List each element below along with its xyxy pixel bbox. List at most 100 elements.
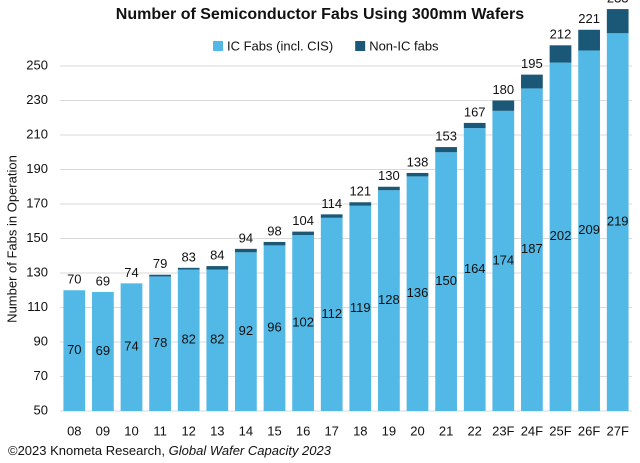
bar-segment [349, 202, 372, 206]
value-label: 69 [96, 343, 110, 358]
x-tick-label: 18 [353, 423, 367, 438]
bar-segment [263, 245, 286, 411]
bar-segment [235, 252, 257, 411]
total-label: 195 [521, 56, 543, 71]
bar-segment [435, 147, 457, 153]
bar-segment [177, 269, 200, 411]
value-label: 74 [124, 339, 138, 354]
x-tick-label: 19 [382, 423, 396, 438]
bar-segment [92, 291, 114, 411]
total-label: 180 [492, 82, 514, 97]
total-label: 233 [607, 0, 629, 6]
bar-segment [149, 276, 171, 411]
x-tick-label: 27F [606, 423, 628, 438]
y-tick-label: 90 [34, 333, 48, 348]
bar-segment [406, 172, 429, 177]
chart-title: Number of Semiconductor Fabs Using 300mm… [116, 6, 524, 23]
total-label: 130 [378, 168, 400, 183]
total-label: 79 [153, 256, 167, 271]
x-tick-label: 14 [239, 423, 253, 438]
y-tick-label: 70 [34, 368, 48, 383]
bar-segment [549, 45, 572, 63]
value-label: 136 [407, 285, 429, 300]
bar-segment [177, 267, 200, 270]
value-label: 112 [321, 306, 342, 321]
value-label: 202 [550, 228, 572, 243]
x-tick-label: 15 [267, 423, 281, 438]
bar-segment [120, 283, 143, 411]
bar-segment [63, 290, 86, 411]
x-tick-label: 09 [96, 423, 110, 438]
total-label: 221 [578, 11, 600, 26]
value-label: 78 [153, 335, 167, 350]
x-tick-label: 17 [324, 423, 338, 438]
value-label: 119 [350, 300, 371, 315]
source-text: ©2023 Knometa Research, [8, 443, 169, 458]
total-label: 84 [210, 248, 224, 263]
x-tick-label: 10 [124, 423, 138, 438]
x-tick-label: 26F [578, 423, 600, 438]
value-label: 187 [521, 241, 543, 256]
value-label: 70 [67, 342, 81, 357]
source-title: Global Wafer Capacity 2023 [169, 443, 332, 458]
bar-segment [263, 241, 286, 246]
x-tick-label: 16 [296, 423, 310, 438]
bar-segment [435, 152, 457, 411]
bar-segment [378, 186, 400, 191]
x-tick-label: 11 [153, 423, 167, 438]
total-label: 212 [550, 27, 572, 42]
total-label: 94 [239, 230, 253, 245]
source: ©2023 Knometa Research, Global Wafer Cap… [8, 443, 332, 458]
bar-segment [320, 217, 343, 411]
bar-segment [292, 231, 314, 236]
bar-segment [606, 33, 629, 411]
y-tick-label: 230 [26, 92, 48, 107]
x-tick-label: 08 [67, 423, 81, 438]
value-label: 92 [239, 323, 253, 338]
value-label: 219 [607, 214, 629, 229]
total-label: 83 [181, 249, 195, 264]
y-tick-label: 110 [27, 299, 48, 314]
x-tick-label: 13 [210, 423, 224, 438]
total-label: 153 [435, 129, 457, 144]
bar-segment [549, 62, 572, 412]
value-label: 128 [378, 292, 400, 307]
legend-swatch [355, 41, 366, 51]
bar-segment [235, 248, 257, 253]
y-axis-label: Number of Fabs in Operation [4, 155, 19, 323]
y-tick-label: 210 [26, 126, 48, 141]
total-label: 69 [96, 273, 110, 288]
bar-segment [378, 190, 400, 411]
bar-segment [521, 88, 543, 412]
y-tick-label: 50 [34, 402, 48, 417]
x-tick-label: 24F [521, 423, 543, 438]
bar-segment [492, 110, 515, 411]
bar-segment [320, 214, 343, 218]
value-label: 164 [464, 261, 486, 276]
total-label: 138 [407, 154, 429, 169]
value-label: 174 [492, 252, 514, 267]
value-label: 82 [181, 332, 195, 347]
x-tick-label: 12 [181, 423, 195, 438]
bar-segment [578, 29, 600, 51]
value-label: 150 [435, 273, 457, 288]
total-label: 104 [292, 213, 314, 228]
value-label: 96 [267, 320, 281, 335]
total-label: 121 [349, 184, 371, 199]
value-label: 209 [578, 222, 600, 237]
legend-label: Non-IC fabs [369, 38, 439, 53]
x-tick-label: 20 [410, 423, 424, 438]
y-tick-label: 150 [26, 230, 48, 245]
bar-segment [206, 266, 229, 270]
legend-label: IC Fabs (incl. CIS) [227, 38, 333, 53]
bar-segment [463, 128, 486, 411]
bar-segment [606, 9, 629, 34]
bar-segment [463, 122, 486, 129]
y-tick-label: 190 [26, 161, 48, 176]
value-label: 82 [210, 332, 224, 347]
bar-segment [149, 274, 171, 277]
bar-segment [206, 269, 229, 411]
x-tick-label: 23F [492, 423, 514, 438]
